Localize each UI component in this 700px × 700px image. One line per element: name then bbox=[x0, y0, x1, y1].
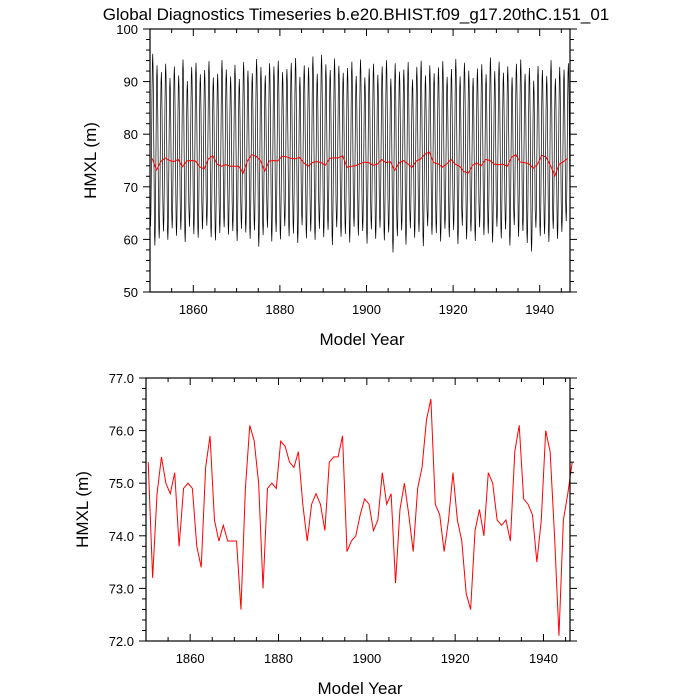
x-axis-label: Model Year bbox=[319, 330, 404, 349]
y-axis-label: HMXL (m) bbox=[81, 122, 100, 199]
chart-title: Global Diagnostics Timeseries b.e20.BHIS… bbox=[103, 5, 610, 24]
y-tick-label: 74.0 bbox=[109, 529, 134, 544]
x-tick-label: 1900 bbox=[352, 651, 381, 666]
y-tick-label: 90 bbox=[124, 75, 138, 90]
x-tick-label: 1880 bbox=[265, 302, 294, 317]
top-panel: 1860 1880 1900 1920 1940 50 60 70 80 90 100 Model Y… bbox=[81, 22, 577, 349]
y-tick-label: 80 bbox=[124, 127, 138, 142]
plot-frame bbox=[149, 28, 571, 293]
y-tick-label: 73.0 bbox=[109, 581, 134, 596]
x-tick-label: 1920 bbox=[441, 651, 470, 666]
x-tick-label: 1860 bbox=[176, 651, 205, 666]
y-tick-label: 72.0 bbox=[109, 634, 134, 649]
annual-mean-line bbox=[151, 151, 569, 178]
x-tick-label: 1880 bbox=[264, 651, 293, 666]
x-tick-label: 1920 bbox=[439, 302, 468, 317]
x-tick-label: 1860 bbox=[179, 302, 208, 317]
x-tick-label: 1900 bbox=[352, 302, 381, 317]
y-tick-label: 70 bbox=[124, 180, 138, 195]
y-tick-label: 77.0 bbox=[109, 371, 134, 386]
monthly-series-line bbox=[149, 53, 571, 253]
x-tick-label: 1940 bbox=[529, 651, 558, 666]
y-axis-label: HMXL (m) bbox=[73, 471, 92, 548]
plot-frame bbox=[145, 377, 571, 642]
bottom-panel: 1860 1880 1900 1920 1940 72.0 73.0 74.0 75.0 76.0… bbox=[73, 371, 577, 698]
x-tick-label: 1940 bbox=[525, 302, 554, 317]
y-tick-label: 75.0 bbox=[109, 476, 134, 491]
y-tick-label: 100 bbox=[116, 22, 138, 37]
annual-mean-line bbox=[147, 398, 573, 636]
y-tick-label: 60 bbox=[124, 232, 138, 247]
y-tick-label: 50 bbox=[124, 285, 138, 300]
y-tick-label: 76.0 bbox=[109, 424, 134, 439]
x-axis-label: Model Year bbox=[317, 679, 402, 698]
